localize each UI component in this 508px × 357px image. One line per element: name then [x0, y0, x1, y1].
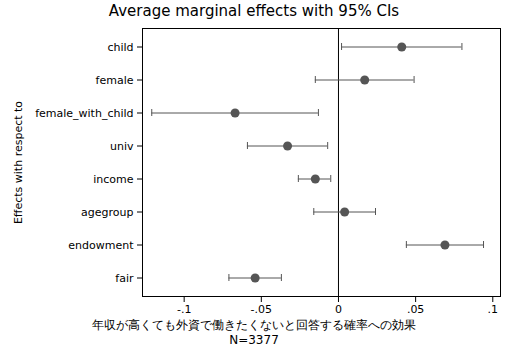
svg-text:-.1: -.1	[177, 303, 191, 316]
svg-text:agegroup: agegroup	[81, 206, 133, 219]
svg-text:female_with_child: female_with_child	[35, 107, 133, 120]
svg-text:child: child	[107, 41, 133, 54]
svg-text:endowment: endowment	[68, 239, 134, 252]
svg-text:fair: fair	[115, 272, 134, 285]
svg-text:income: income	[93, 173, 134, 186]
svg-text:.1: .1	[488, 303, 499, 316]
svg-text:Effects with respect to: Effects with respect to	[12, 101, 25, 224]
svg-text:0: 0	[335, 303, 342, 316]
svg-text:female: female	[96, 74, 134, 87]
svg-text:univ: univ	[110, 140, 134, 153]
html-text:年収が高くても外資で働きたくないと回答する確率への効果: 年収が高くても外資で働きたくないと回答する確率への効果	[92, 318, 416, 332]
html-text:N=3377: N=3377	[229, 333, 279, 347]
svg-text:-.05: -.05	[251, 303, 272, 316]
svg-text:.05: .05	[407, 303, 425, 316]
html-text:Average marginal effects with: Average marginal effects with 95% CIs	[108, 2, 400, 20]
